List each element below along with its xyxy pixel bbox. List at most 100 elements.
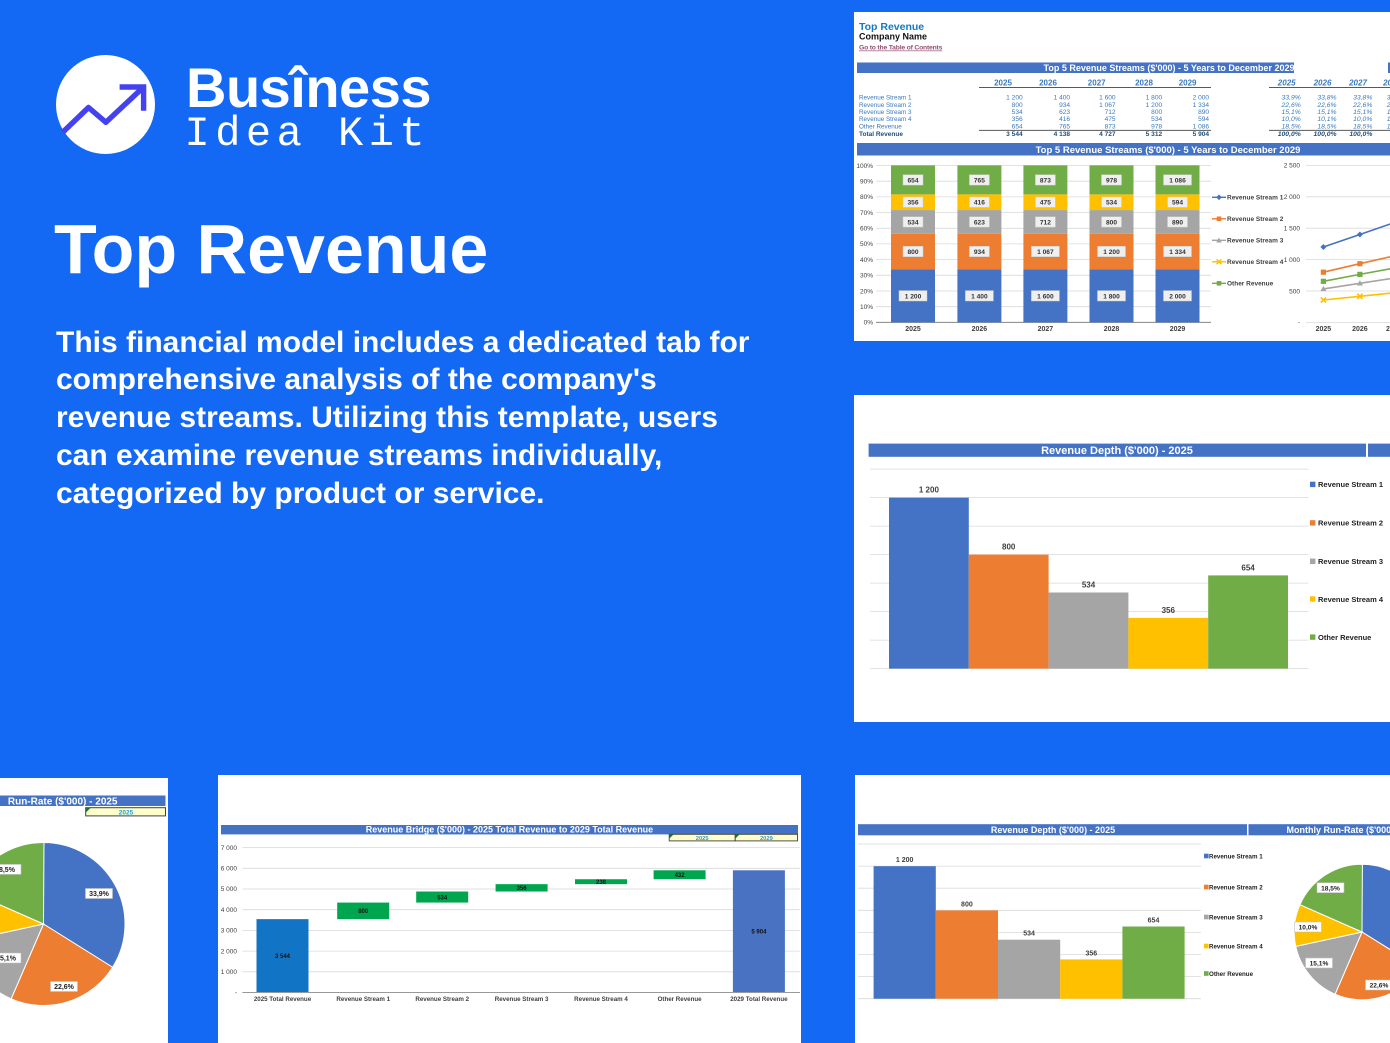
svg-text:Run-Rate ($'000) - 2025: Run-Rate ($'000) - 2025: [8, 796, 118, 807]
svg-text:Revenue Stream 4: Revenue Stream 4: [1318, 595, 1384, 604]
svg-text:1 086: 1 086: [1169, 177, 1186, 184]
svg-text:800: 800: [961, 901, 973, 908]
svg-text:Top 5 Revenue Streams ($'000): Top 5 Revenue Streams ($'000) - 5 Years …: [1044, 63, 1295, 73]
svg-text:2025: 2025: [1316, 326, 1332, 333]
svg-text:5 904: 5 904: [751, 930, 767, 936]
svg-text:2028: 2028: [1104, 326, 1120, 333]
svg-text:Revenue Stream 3: Revenue Stream 3: [1209, 915, 1263, 922]
svg-text:3 544: 3 544: [275, 954, 291, 960]
svg-text:475: 475: [1105, 116, 1116, 123]
svg-text:1 200: 1 200: [1146, 102, 1163, 109]
svg-text:33,9%: 33,9%: [89, 891, 110, 898]
svg-text:10,0%: 10,0%: [1282, 116, 1301, 123]
svg-text:18,4%: 18,4%: [1387, 123, 1390, 130]
svg-text:2028: 2028: [1382, 79, 1390, 88]
svg-text:22,6%: 22,6%: [1281, 102, 1301, 109]
svg-text:1 200: 1 200: [896, 857, 914, 864]
svg-text:22,6%: 22,6%: [1316, 102, 1336, 109]
svg-text:Revenue Depth ($'000) - 2025: Revenue Depth ($'000) - 2025: [1041, 445, 1193, 457]
svg-text:22,6%: 22,6%: [54, 984, 75, 991]
svg-text:20%: 20%: [860, 288, 873, 295]
svg-text:534: 534: [1012, 109, 1023, 116]
svg-text:654: 654: [907, 177, 918, 184]
svg-text:1 000: 1 000: [1284, 257, 1301, 264]
svg-text:Revenue Depth ($'000) - 2025: Revenue Depth ($'000) - 2025: [991, 825, 1115, 835]
svg-text:1 200: 1 200: [919, 486, 940, 495]
svg-text:10,0%: 10,0%: [1387, 116, 1390, 123]
svg-text:15,1%: 15,1%: [1310, 961, 1329, 968]
svg-text:534: 534: [907, 219, 918, 226]
svg-text:22,6%: 22,6%: [1386, 102, 1390, 109]
svg-text:238: 238: [596, 880, 607, 886]
svg-text:2 000: 2 000: [1169, 293, 1186, 300]
svg-text:2025: 2025: [696, 836, 710, 842]
svg-text:1 500: 1 500: [1284, 226, 1301, 233]
svg-text:356: 356: [517, 886, 528, 892]
svg-text:Other Revenue: Other Revenue: [1209, 971, 1254, 978]
svg-text:2026: 2026: [1039, 79, 1057, 88]
svg-text:1 334: 1 334: [1193, 102, 1210, 109]
svg-text:934: 934: [1059, 102, 1070, 109]
svg-text:2027: 2027: [1088, 79, 1106, 88]
svg-text:2: 2: [1386, 326, 1390, 333]
svg-text:475: 475: [1040, 200, 1051, 207]
svg-text:Revenue Stream 3: Revenue Stream 3: [1318, 557, 1383, 566]
svg-text:1 200: 1 200: [1006, 95, 1023, 102]
svg-text:2029 Total Revenue: 2029 Total Revenue: [730, 996, 788, 1003]
svg-text:654: 654: [1012, 123, 1023, 130]
svg-text:712: 712: [1105, 109, 1116, 116]
svg-text:2025: 2025: [994, 79, 1012, 88]
svg-text:18,5%: 18,5%: [1282, 123, 1301, 130]
svg-text:70%: 70%: [860, 210, 873, 217]
svg-text:Revenue Stream 2: Revenue Stream 2: [1318, 519, 1383, 528]
svg-text:Other Revenue: Other Revenue: [859, 123, 902, 130]
svg-text:3 000: 3 000: [221, 928, 238, 935]
svg-text:1 400: 1 400: [1054, 95, 1071, 102]
svg-text:356: 356: [1162, 606, 1176, 615]
svg-text:10,0%: 10,0%: [1299, 925, 1318, 932]
svg-text:60%: 60%: [860, 226, 873, 233]
svg-text:80%: 80%: [860, 194, 873, 201]
svg-text:3 544: 3 544: [1006, 131, 1023, 138]
svg-text:33,9%: 33,9%: [1282, 95, 1301, 102]
svg-text:800: 800: [358, 909, 369, 915]
svg-text:2025: 2025: [905, 326, 921, 333]
svg-text:Revenue Stream 2: Revenue Stream 2: [415, 996, 469, 1003]
svg-text:Revenue Stream 1: Revenue Stream 1: [1318, 480, 1383, 489]
svg-text:873: 873: [1105, 123, 1116, 130]
svg-text:Revenue Stream 2: Revenue Stream 2: [859, 102, 912, 109]
svg-text:356: 356: [1085, 950, 1097, 957]
svg-text:356: 356: [1012, 116, 1023, 123]
svg-text:33,8%: 33,8%: [1353, 95, 1372, 102]
svg-text:594: 594: [1172, 200, 1183, 207]
svg-text:10,1%: 10,1%: [1317, 116, 1336, 123]
svg-text:15,1%: 15,1%: [1282, 109, 1301, 116]
svg-text:534: 534: [1082, 581, 1096, 590]
svg-text:2 000: 2 000: [1284, 194, 1301, 201]
svg-text:2 000: 2 000: [221, 948, 238, 955]
svg-text:18,5%: 18,5%: [1321, 885, 1340, 892]
svg-text:800: 800: [907, 249, 918, 256]
svg-text:800: 800: [1106, 219, 1117, 226]
svg-text:Go to the Table of Contents: Go to the Table of Contents: [859, 45, 943, 52]
svg-text:2026: 2026: [972, 326, 988, 333]
svg-text:15,1%: 15,1%: [1317, 109, 1336, 116]
svg-text:432: 432: [675, 873, 686, 879]
svg-text:2027: 2027: [1348, 79, 1367, 88]
svg-text:2 000: 2 000: [1193, 95, 1210, 102]
svg-text:1 000: 1 000: [221, 969, 238, 976]
svg-text:1 086: 1 086: [1193, 123, 1210, 130]
svg-text:500: 500: [1289, 288, 1300, 295]
svg-text:100,0%: 100,0%: [1278, 131, 1301, 138]
svg-text:1 200: 1 200: [905, 293, 922, 300]
svg-text:5 000: 5 000: [221, 886, 238, 893]
svg-text:30%: 30%: [860, 273, 873, 280]
svg-text:Top Revenue: Top Revenue: [859, 21, 924, 33]
svg-text:978: 978: [1151, 123, 1162, 130]
svg-text:Revenue Stream 3: Revenue Stream 3: [1227, 238, 1284, 245]
svg-text:1 200: 1 200: [1103, 249, 1120, 256]
svg-text:33,8%: 33,8%: [1317, 95, 1336, 102]
svg-text:33,8%: 33,8%: [1387, 95, 1390, 102]
svg-text:Revenue Bridge ($'000) - 2025: Revenue Bridge ($'000) - 2025 Total Reve…: [366, 825, 653, 835]
svg-text:2025 Total Revenue: 2025 Total Revenue: [254, 996, 312, 1003]
